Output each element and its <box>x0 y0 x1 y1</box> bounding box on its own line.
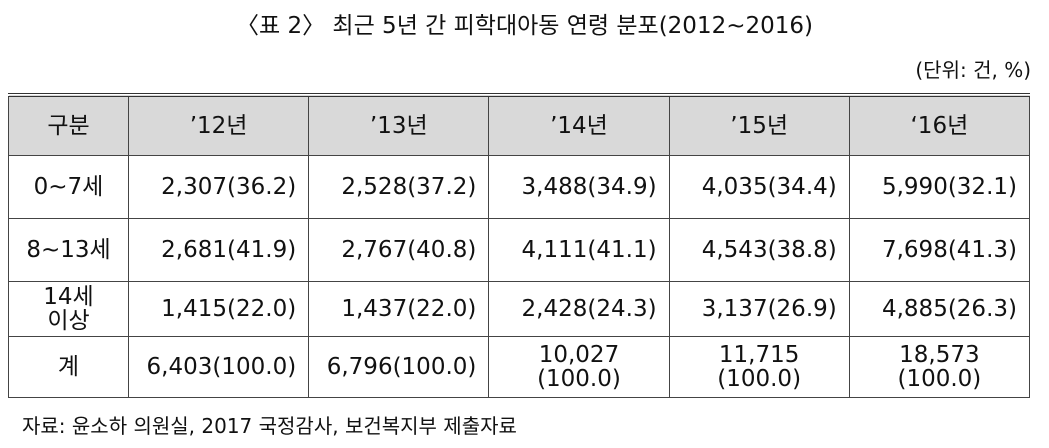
row-label: 0~7세 <box>8 155 129 219</box>
header-cell: ’13년 <box>308 94 490 156</box>
row-label: 14세 이상 <box>8 281 129 337</box>
table-cell: 4,035(34.4) <box>668 155 850 219</box>
table-cell: 4,543(38.8) <box>668 218 850 282</box>
header-cell: 구분 <box>8 94 129 156</box>
table-cell: 18,573 (100.0) <box>848 336 1031 398</box>
source-note: 자료: 윤소하 의원실, 2017 국정감사, 보건복지부 제출자료 <box>22 414 517 438</box>
row-label: 8~13세 <box>8 218 129 282</box>
table-row: 14세 이상 1,415(22.0) 1,437(22.0) 2,428(24.3) 3… <box>8 281 1031 337</box>
table-cell: 3,488(34.9) <box>488 155 670 219</box>
row-label: 계 <box>8 336 129 398</box>
table-cell: 11,715 (100.0) <box>668 336 850 398</box>
table-row: 0~7세 2,307(36.2) 2,528(37.2) 3,488(34.9) 4,0… <box>8 155 1031 219</box>
header-cell: ’12년 <box>127 94 310 156</box>
table-cell: 3,137(26.9) <box>668 281 850 337</box>
table-cell: 6,796(100.0) <box>308 336 490 398</box>
header-cell: ‘16년 <box>848 94 1031 156</box>
table-cell: 2,528(37.2) <box>308 155 490 219</box>
unit-note: (단위: 건, %) <box>915 58 1031 82</box>
table-cell: 2,681(41.9) <box>127 218 310 282</box>
table-cell: 5,990(32.1) <box>848 155 1031 219</box>
data-table: 구분 ’12년 ’13년 ’14년 ’15년 ‘16년 0~7세 2,307(36.2) 2,… <box>8 93 1031 398</box>
table-cell: 4,111(41.1) <box>488 218 670 282</box>
header-cell: ’14년 <box>488 94 670 156</box>
table-cell: 1,415(22.0) <box>127 281 310 337</box>
table-cell: 2,307(36.2) <box>127 155 310 219</box>
table-row: 계 6,403(100.0) 6,796(100.0) 10,027 (100.0) 1… <box>8 336 1031 398</box>
table-cell: 1,437(22.0) <box>308 281 490 337</box>
table-row: 8~13세 2,681(41.9) 2,767(40.8) 4,111(41.1) 4,… <box>8 218 1031 282</box>
table-cell: 10,027 (100.0) <box>488 336 670 398</box>
table-cell: 4,885(26.3) <box>848 281 1031 337</box>
header-row: 구분 ’12년 ’13년 ’14년 ’15년 ‘16년 <box>8 94 1031 156</box>
title: 〈표 2〉 최근 5년 간 피학대아동 연령 분포(2012~2016) <box>236 13 813 39</box>
table-cell: 2,428(24.3) <box>488 281 670 337</box>
table-cell: 6,403(100.0) <box>127 336 310 398</box>
table-cell: 7,698(41.3) <box>848 218 1031 282</box>
header-cell: ’15년 <box>668 94 850 156</box>
table-cell: 2,767(40.8) <box>308 218 490 282</box>
